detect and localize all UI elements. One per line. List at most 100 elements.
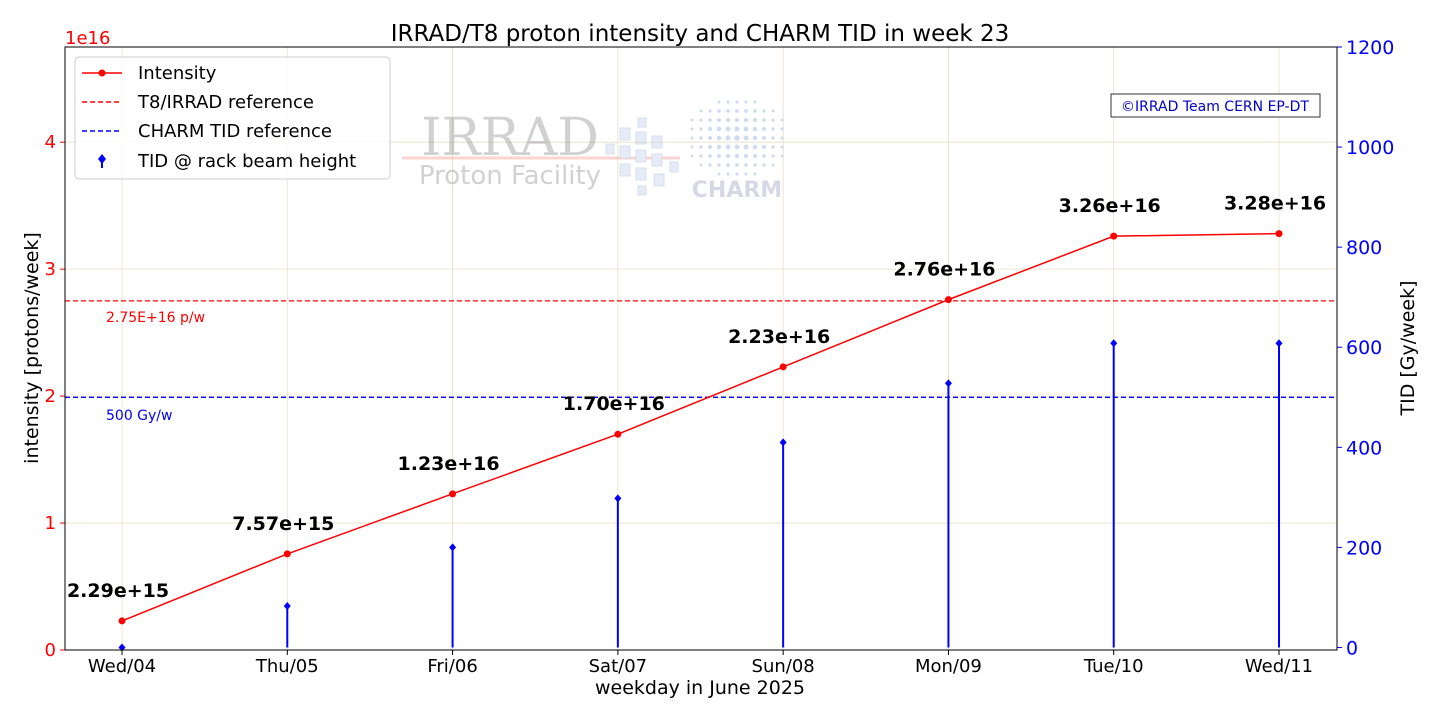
intensity-point bbox=[1110, 232, 1118, 240]
charm-dot bbox=[734, 135, 740, 141]
intensity-point bbox=[449, 490, 457, 498]
charm-dot bbox=[716, 144, 722, 150]
intensity-data-label: 1.23e+16 bbox=[398, 453, 500, 475]
charm-dot bbox=[744, 100, 748, 104]
charm-dot bbox=[743, 135, 749, 141]
charm-dot bbox=[726, 109, 730, 113]
tid-marker bbox=[779, 438, 787, 447]
charm-dot bbox=[725, 144, 731, 150]
tid-marker bbox=[614, 494, 622, 503]
charm-dot bbox=[735, 109, 739, 113]
charm-dot bbox=[752, 126, 758, 132]
intensity-point bbox=[944, 296, 952, 304]
charm-logo-sphere-icon bbox=[690, 100, 784, 176]
charm-dot bbox=[690, 136, 694, 140]
charm-dot bbox=[761, 135, 767, 141]
tid-marker bbox=[1275, 339, 1283, 348]
legend-label-tid-reference: CHARM TID reference bbox=[138, 121, 332, 142]
intensity-line bbox=[121, 232, 1280, 622]
charm-dot bbox=[726, 100, 730, 104]
y-tick-label-right: 400 bbox=[1346, 437, 1382, 459]
charm-dot bbox=[771, 118, 775, 122]
y-tick-label-right: 1000 bbox=[1346, 137, 1394, 159]
legend-item-intensity: Intensity bbox=[82, 63, 217, 84]
x-tick-label: Fri/06 bbox=[427, 656, 477, 677]
charm-dot bbox=[708, 109, 712, 113]
plot-frame bbox=[64, 46, 1338, 651]
y-axis-label-right: TID [Gy/week] bbox=[1397, 281, 1419, 417]
charm-dot bbox=[699, 163, 703, 167]
charm-dot bbox=[780, 136, 784, 140]
charm-dot bbox=[725, 153, 731, 159]
intensity-point bbox=[283, 550, 291, 558]
y-tick-label-right: 200 bbox=[1346, 537, 1382, 559]
copyright-annotation: ©IRRAD Team CERN EP-DT bbox=[1110, 93, 1321, 118]
charm-dot bbox=[780, 145, 784, 149]
intensity-data-label: 7.57e+15 bbox=[232, 513, 334, 535]
charm-dot bbox=[717, 172, 721, 176]
charm-dot bbox=[743, 153, 749, 159]
charm-dot bbox=[690, 145, 694, 149]
charm-dot bbox=[699, 136, 703, 140]
y-axis-label-left: intensity [protons/week] bbox=[21, 232, 43, 464]
charm-dot bbox=[735, 100, 739, 104]
charm-dot bbox=[699, 118, 703, 122]
charm-dot bbox=[780, 118, 784, 122]
charm-dot bbox=[717, 100, 721, 104]
tid-marker bbox=[1110, 339, 1118, 348]
legend-label-intensity: Intensity bbox=[138, 63, 217, 84]
tid-marker bbox=[118, 643, 126, 652]
y-tick-label-right: 800 bbox=[1346, 237, 1382, 259]
charm-dot bbox=[771, 145, 775, 149]
charm-dot bbox=[690, 127, 694, 131]
y-tick-label-left: 1 bbox=[45, 513, 56, 534]
charm-dot bbox=[725, 117, 731, 123]
legend-item-tid-reference: CHARM TID reference bbox=[82, 121, 332, 142]
charm-dot bbox=[752, 144, 758, 150]
charm-dot bbox=[762, 109, 766, 113]
intensity-data-label: 2.76e+16 bbox=[893, 259, 995, 281]
intensity-point bbox=[779, 363, 787, 371]
y-tick-label-left: 0 bbox=[45, 640, 56, 661]
charm-dot bbox=[716, 135, 722, 141]
charm-dot bbox=[753, 100, 757, 104]
intensity-data-label: 2.23e+16 bbox=[728, 326, 830, 348]
legend: Intensity T8/IRRAD reference CHARM TID r… bbox=[74, 56, 391, 180]
charm-dot bbox=[744, 172, 748, 176]
y-tick-label-right: 600 bbox=[1346, 337, 1382, 359]
charm-dot bbox=[743, 144, 749, 150]
charm-logo-text: CHARM bbox=[692, 178, 782, 203]
charm-dot bbox=[771, 163, 775, 167]
charm-dot bbox=[752, 153, 758, 159]
charm-dot bbox=[744, 109, 748, 113]
charm-dot bbox=[735, 163, 739, 167]
charm-dot bbox=[734, 117, 740, 123]
legend-item-tid: TID @ rack beam height bbox=[98, 151, 356, 172]
charm-dot bbox=[708, 145, 712, 149]
legend-item-intensity-reference: T8/IRRAD reference bbox=[82, 92, 314, 113]
y-axis-multiplier: 1e16 bbox=[65, 28, 110, 49]
charm-dot bbox=[690, 118, 694, 122]
charm-logo: CHARM bbox=[690, 100, 784, 203]
legend-label-tid: TID @ rack beam height bbox=[137, 151, 356, 172]
charm-dot bbox=[762, 118, 766, 122]
charm-dot bbox=[762, 154, 766, 158]
charm-dot bbox=[752, 117, 758, 123]
x-tick-label: Thu/05 bbox=[255, 656, 319, 677]
x-tick-label: Sat/07 bbox=[589, 656, 647, 677]
irrad-logo: IRRAD Proton Facility bbox=[402, 108, 680, 196]
x-tick-label: Sun/08 bbox=[752, 656, 815, 677]
chart-title: IRRAD/T8 proton intensity and CHARM TID … bbox=[391, 21, 1010, 47]
irrad-logo-subtext: Proton Facility bbox=[419, 161, 601, 191]
charm-dot bbox=[735, 172, 739, 176]
irrad-logo-grid-icon bbox=[605, 117, 679, 196]
x-tick-label: Wed/04 bbox=[88, 656, 156, 677]
charm-dot bbox=[726, 163, 730, 167]
irrad-logo-text: IRRAD bbox=[421, 108, 599, 168]
charm-dot bbox=[699, 127, 703, 131]
charm-dot bbox=[762, 145, 766, 149]
charm-dot bbox=[762, 127, 766, 131]
charm-dot bbox=[780, 127, 784, 131]
charm-dot bbox=[716, 153, 722, 159]
charm-dot bbox=[734, 126, 740, 132]
